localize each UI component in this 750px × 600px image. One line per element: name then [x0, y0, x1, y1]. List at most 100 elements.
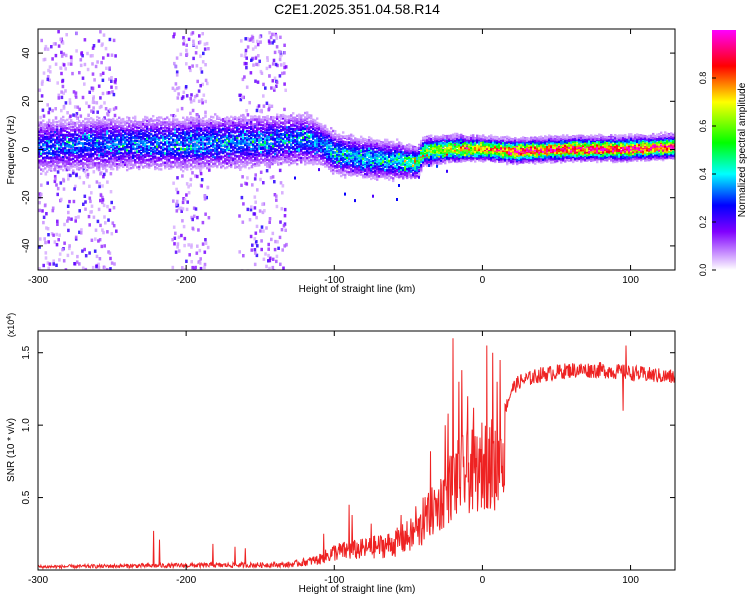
band-cell: [276, 113, 279, 116]
band-cell: [244, 141, 247, 145]
band-cell: [76, 146, 79, 150]
band-cell: [138, 158, 141, 161]
noise-cell: [189, 183, 192, 187]
band-cell: [270, 126, 273, 129]
band-cell: [228, 138, 231, 141]
band-cell: [272, 128, 275, 131]
band-cell: [284, 119, 287, 123]
noise-cell: [56, 170, 60, 174]
band-cell: [366, 170, 369, 173]
band-cell: [232, 148, 235, 151]
band-cell: [80, 124, 83, 127]
band-cell: [166, 161, 169, 165]
band-cell: [192, 121, 195, 125]
noise-cell: [67, 177, 70, 181]
band-cell: [152, 142, 155, 145]
band-cell: [136, 134, 139, 138]
noise-cell: [62, 91, 65, 95]
band-cell: [194, 145, 197, 148]
band-cell: [180, 147, 183, 150]
noise-cell: [252, 63, 255, 67]
band-cell: [330, 169, 333, 173]
noise-cell: [282, 62, 286, 66]
band-cell: [334, 165, 337, 168]
band-cell: [174, 133, 177, 137]
noise-cell: [279, 63, 283, 67]
band-cell: [120, 134, 123, 137]
band-cell: [170, 147, 173, 151]
band-cell: [232, 152, 235, 155]
band-cell: [384, 175, 387, 178]
noise-cell: [182, 42, 185, 46]
band-cell: [250, 133, 253, 136]
band-cell: [378, 142, 381, 145]
band-cell: [88, 153, 91, 156]
band-cell: [228, 117, 231, 120]
band-cell: [164, 152, 167, 155]
band-cell: [332, 147, 335, 151]
noise-cell: [84, 267, 88, 270]
noise-cell: [264, 86, 267, 90]
band-cell: [98, 149, 101, 152]
band-cell: [266, 126, 269, 129]
band-cell: [44, 132, 47, 135]
noise-cell: [246, 37, 250, 41]
band-cell: [72, 152, 75, 156]
band-cell: [274, 157, 277, 161]
band-cell: [204, 162, 207, 165]
band-cell: [384, 151, 387, 155]
band-cell: [198, 155, 201, 159]
band-cell: [292, 146, 295, 149]
band-cell: [250, 127, 253, 131]
noise-cell: [69, 62, 73, 66]
band-cell: [114, 154, 117, 157]
noise-cell: [258, 35, 262, 39]
noise-cell: [254, 231, 258, 235]
band-cell: [266, 152, 269, 155]
band-cell: [298, 116, 301, 119]
noise-cell: [264, 252, 267, 256]
band-cell: [98, 145, 101, 148]
band-cell: [122, 129, 125, 133]
band-cell: [86, 126, 89, 129]
band-cell: [82, 146, 85, 149]
band-cell: [386, 166, 389, 169]
noise-cell: [176, 96, 180, 100]
band-cell: [380, 171, 383, 174]
band-cell: [150, 133, 153, 136]
band-cell: [316, 128, 319, 132]
band-cell: [218, 162, 221, 165]
noise-cell: [90, 238, 94, 242]
band-cell: [226, 143, 229, 146]
band-cell: [106, 126, 109, 129]
band-cell: [68, 153, 71, 156]
band-cell: [70, 164, 73, 167]
band-cell: [200, 123, 203, 127]
band-cell: [202, 120, 205, 123]
noise-cell: [183, 197, 187, 202]
noise-cell: [241, 77, 245, 82]
noise-cell: [266, 56, 269, 60]
noise-cell: [78, 107, 81, 111]
band-cell: [144, 153, 147, 156]
noise-cell: [242, 121, 246, 125]
band-cell: [200, 133, 203, 137]
band-cell: [350, 174, 353, 177]
band-cell: [374, 167, 377, 170]
band-cell: [338, 138, 341, 141]
band-cell: [246, 154, 249, 157]
band-cell: [228, 132, 231, 135]
band-cell: [186, 136, 189, 139]
band-cell: [74, 124, 77, 127]
band-cell: [102, 159, 105, 162]
noise-cell: [205, 195, 208, 200]
band-cell: [352, 144, 355, 147]
noise-cell: [174, 250, 178, 254]
band-cell: [170, 151, 173, 155]
band-cell: [108, 122, 111, 126]
band-cell: [100, 129, 103, 133]
band-cell: [168, 131, 171, 135]
band-cell: [142, 122, 145, 126]
band-cell: [280, 140, 283, 143]
band-cell: [168, 118, 171, 121]
